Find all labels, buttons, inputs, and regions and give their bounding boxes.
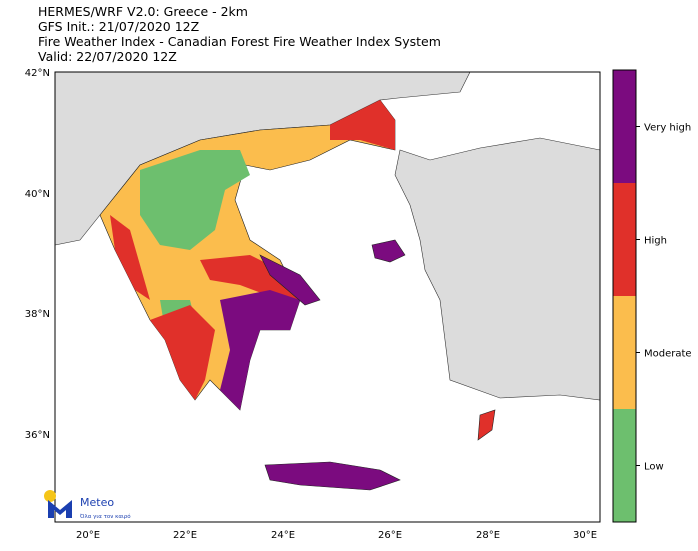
logo-tagline: Όλα για τον καιρό — [79, 513, 131, 520]
colorbar-segment — [613, 183, 636, 296]
logo-sun — [44, 490, 56, 502]
island-crete — [264, 461, 401, 491]
header-line: Valid: 22/07/2020 12Z — [38, 49, 177, 64]
colorbar-segment — [613, 296, 636, 409]
lat-label: 36°N — [25, 430, 50, 441]
high-zone — [110, 215, 150, 300]
header-line: HERMES/WRF V2.0: Greece - 2km — [38, 4, 248, 19]
land-turkey — [394, 137, 601, 401]
logo-mark — [48, 500, 72, 518]
lon-label: 24°E — [271, 530, 295, 541]
logo-name: Meteo — [80, 496, 114, 509]
lat-label: 40°N — [25, 189, 50, 200]
low-zone — [140, 150, 250, 250]
high-zone — [200, 255, 300, 300]
colorbar-label: Moderate — [644, 349, 692, 360]
lat-label: 42°N — [25, 68, 50, 79]
high-zone — [150, 305, 215, 400]
colorbar-label: Very high — [644, 123, 691, 134]
colorbar-label: High — [644, 236, 667, 247]
colorbar-label: Low — [644, 462, 664, 473]
lat-label: 38°N — [25, 309, 50, 320]
lon-label: 30°E — [573, 530, 597, 541]
lon-label: 26°E — [378, 530, 402, 541]
colorbar-segment — [613, 70, 636, 183]
island-evia — [259, 254, 321, 306]
island-rhodes — [477, 409, 496, 441]
lon-label: 28°E — [476, 530, 500, 541]
island-lesvos — [371, 239, 406, 263]
very-high-zone — [220, 290, 300, 410]
header-line: GFS Init.: 21/07/2020 12Z — [38, 19, 199, 34]
colorbar-frame — [612, 69, 637, 523]
high-zone — [330, 100, 395, 150]
header-line: Fire Weather Index - Canadian Forest Fir… — [38, 34, 441, 49]
lon-label: 20°E — [76, 530, 100, 541]
map-frame — [54, 71, 601, 523]
lon-label: 22°E — [173, 530, 197, 541]
colorbar-segment — [613, 409, 636, 522]
